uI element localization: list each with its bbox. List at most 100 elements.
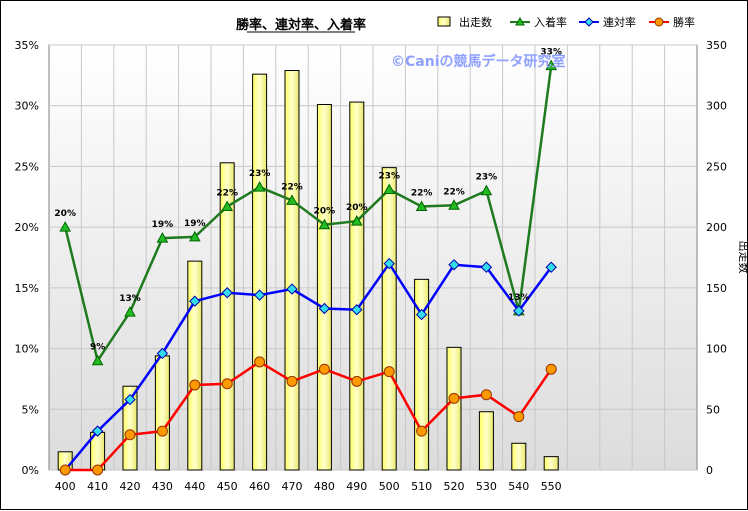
point-marker bbox=[415, 200, 428, 211]
data-label: 33% bbox=[540, 48, 562, 58]
x-tick-label: 430 bbox=[152, 480, 173, 493]
x-tick-label: 530 bbox=[476, 480, 497, 493]
point-marker bbox=[253, 289, 266, 301]
x-tick-label: 470 bbox=[282, 480, 303, 493]
bar bbox=[478, 411, 494, 471]
point-marker bbox=[124, 429, 136, 441]
point-marker bbox=[383, 366, 395, 378]
point-marker bbox=[448, 259, 460, 271]
x-tick-label: 500 bbox=[379, 480, 400, 493]
point-marker bbox=[189, 295, 201, 307]
left-tick-label: 0% bbox=[22, 464, 39, 477]
legend-swatch bbox=[437, 16, 451, 27]
right-tick-label: 250 bbox=[706, 160, 727, 173]
right-tick-label: 0 bbox=[706, 464, 713, 477]
bar bbox=[511, 442, 527, 471]
point-marker bbox=[480, 261, 493, 273]
x-tick-label: 460 bbox=[249, 480, 270, 493]
point-marker bbox=[124, 393, 136, 406]
bar bbox=[122, 385, 138, 471]
point-marker bbox=[351, 375, 363, 387]
right-axis-ticks: 0 50 100 150 200 250 300 350 bbox=[706, 39, 727, 477]
point-marker bbox=[480, 184, 493, 196]
series-line bbox=[65, 360, 553, 472]
point-marker bbox=[383, 257, 395, 270]
point-marker bbox=[416, 425, 428, 437]
data-label: 13% bbox=[508, 293, 530, 303]
x-tick-label: 420 bbox=[120, 480, 141, 493]
point-marker bbox=[448, 199, 460, 210]
data-label: 22% bbox=[216, 189, 238, 199]
point-marker bbox=[545, 59, 558, 71]
bar bbox=[349, 101, 365, 471]
bar bbox=[284, 70, 300, 471]
point-marker bbox=[221, 200, 234, 211]
point-marker bbox=[92, 464, 104, 476]
point-marker bbox=[448, 392, 460, 404]
point-marker bbox=[545, 363, 557, 375]
point-marker bbox=[318, 363, 330, 375]
x-tick-label: 540 bbox=[508, 480, 529, 493]
point-marker bbox=[91, 425, 104, 437]
data-label: 22% bbox=[281, 182, 303, 192]
point-marker bbox=[480, 389, 492, 401]
bar-series bbox=[57, 70, 559, 471]
legend-label: 出走数 bbox=[459, 15, 492, 29]
point-marker bbox=[254, 356, 266, 368]
bar bbox=[446, 346, 462, 471]
point-marker bbox=[351, 304, 363, 316]
data-label: 22% bbox=[411, 189, 433, 199]
x-tick-label: 440 bbox=[184, 480, 205, 493]
data-label: 13% bbox=[119, 294, 141, 304]
point-marker bbox=[383, 183, 396, 194]
data-label: 20% bbox=[314, 207, 336, 217]
data-label: 9% bbox=[90, 343, 105, 353]
x-tick-label: 450 bbox=[217, 480, 238, 493]
data-label: 23% bbox=[378, 172, 400, 182]
point-marker bbox=[221, 378, 233, 390]
x-tick-label: 410 bbox=[87, 480, 108, 493]
right-axis-label: 出走数 bbox=[737, 241, 748, 274]
point-marker bbox=[91, 354, 104, 366]
legend-label: 連対率 bbox=[603, 15, 636, 29]
data-label: 23% bbox=[476, 173, 498, 183]
right-tick-label: 50 bbox=[706, 403, 720, 416]
legend: 出走数 入着率 連対率 勝率 bbox=[437, 15, 695, 29]
series-line bbox=[63, 65, 553, 364]
chart-title: 勝率、連対率、入着率 bbox=[236, 17, 366, 33]
series-line bbox=[64, 261, 553, 471]
legend-marker bbox=[654, 17, 664, 27]
left-tick-label: 25% bbox=[15, 160, 39, 173]
bar bbox=[252, 73, 268, 471]
grid-lines bbox=[49, 44, 697, 471]
x-axis-ticks: 400 410 420 430 440 450 460 470 480 490 500 510 520 5… bbox=[55, 480, 562, 493]
point-marker bbox=[513, 305, 525, 317]
legend-label: 入着率 bbox=[534, 15, 567, 29]
point-marker bbox=[286, 283, 298, 295]
point-marker bbox=[156, 347, 169, 360]
right-tick-label: 350 bbox=[706, 39, 727, 52]
point-marker bbox=[221, 287, 233, 299]
point-marker bbox=[124, 306, 136, 317]
left-axis-ticks: 0% 5% 10% 15% 20% 25% 30% 35% bbox=[15, 39, 39, 477]
point-marker bbox=[318, 302, 331, 315]
left-tick-label: 30% bbox=[15, 100, 39, 113]
data-label: 20% bbox=[54, 209, 76, 219]
data-label: 23% bbox=[249, 169, 271, 179]
point-marker bbox=[415, 308, 428, 321]
data-label: 19% bbox=[152, 220, 174, 230]
bar bbox=[381, 167, 397, 471]
point-marker bbox=[156, 425, 168, 437]
x-tick-label: 510 bbox=[411, 480, 432, 493]
point-marker bbox=[350, 215, 363, 226]
point-marker bbox=[59, 464, 71, 476]
left-tick-label: 10% bbox=[15, 343, 39, 356]
point-marker bbox=[318, 218, 331, 230]
bar bbox=[316, 104, 332, 471]
legend-marker bbox=[515, 16, 525, 26]
bar bbox=[187, 260, 203, 471]
point-marker bbox=[286, 194, 298, 205]
point-marker bbox=[513, 411, 525, 423]
point-marker bbox=[545, 261, 557, 273]
